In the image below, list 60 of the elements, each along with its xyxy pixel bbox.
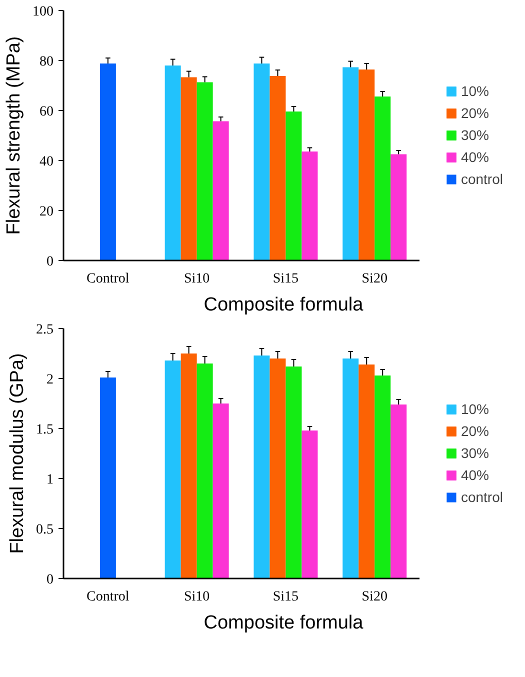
bar xyxy=(302,152,318,260)
bar xyxy=(390,404,407,578)
bar xyxy=(342,67,359,260)
bar xyxy=(374,96,391,260)
legend-label: 20% xyxy=(460,423,489,439)
bar xyxy=(302,430,318,578)
bar xyxy=(390,154,407,260)
bar xyxy=(196,82,213,260)
x-axis-title: Composite formula xyxy=(204,294,364,316)
legend-label: 20% xyxy=(460,105,489,121)
legend-label: 40% xyxy=(460,149,489,165)
legend-label: 10% xyxy=(460,401,489,417)
x-tick-label: Control xyxy=(86,590,130,604)
y-tick-label: 0 xyxy=(46,254,54,270)
y-axis-title: Flexural modulus (GPa) xyxy=(7,353,28,554)
y-tick-label: 60 xyxy=(40,104,54,120)
legend-label: control xyxy=(460,489,503,505)
bar xyxy=(358,70,375,260)
bar xyxy=(164,360,181,578)
legend-label: 30% xyxy=(460,445,489,461)
legend-label: 30% xyxy=(460,127,489,143)
bar xyxy=(100,64,116,260)
y-tick-label: 2 xyxy=(46,372,54,388)
x-tick-label: Si10 xyxy=(184,590,210,604)
y-axis-title: Flexural strength (MPa) xyxy=(4,36,24,235)
x-tick-label: Si15 xyxy=(272,272,299,286)
y-tick-label: 2.5 xyxy=(36,322,54,338)
bar xyxy=(286,112,302,260)
bar xyxy=(196,364,213,578)
x-tick-label: Si20 xyxy=(362,272,388,286)
bar xyxy=(342,358,359,578)
y-tick-label: 100 xyxy=(32,4,54,20)
bar xyxy=(212,404,229,578)
bar xyxy=(270,76,286,260)
bar xyxy=(270,358,286,578)
x-tick-label: Si10 xyxy=(184,272,210,286)
x-axis-title: Composite formula xyxy=(204,612,364,634)
legend-label: 10% xyxy=(460,83,489,99)
bar xyxy=(358,364,375,578)
bar xyxy=(180,77,197,260)
y-tick-label: 0.5 xyxy=(36,522,54,538)
x-tick-label: Control xyxy=(86,272,130,286)
bar xyxy=(164,66,181,260)
legend-label: control xyxy=(460,171,503,187)
y-tick-label: 1.5 xyxy=(36,422,54,438)
bar xyxy=(254,64,270,260)
bar xyxy=(254,356,270,578)
y-tick-label: 20 xyxy=(40,204,54,220)
y-tick-label: 80 xyxy=(40,54,54,70)
bar xyxy=(212,121,229,260)
x-tick-label: Si15 xyxy=(272,590,299,604)
legend-label: 40% xyxy=(460,467,489,483)
y-tick-label: 1 xyxy=(46,472,54,488)
x-tick-label: Si20 xyxy=(362,590,388,604)
bar xyxy=(374,376,391,578)
bar xyxy=(100,378,116,578)
y-tick-label: 0 xyxy=(46,572,54,588)
y-tick-label: 40 xyxy=(40,154,54,170)
bar xyxy=(286,366,302,578)
bar xyxy=(180,354,197,578)
